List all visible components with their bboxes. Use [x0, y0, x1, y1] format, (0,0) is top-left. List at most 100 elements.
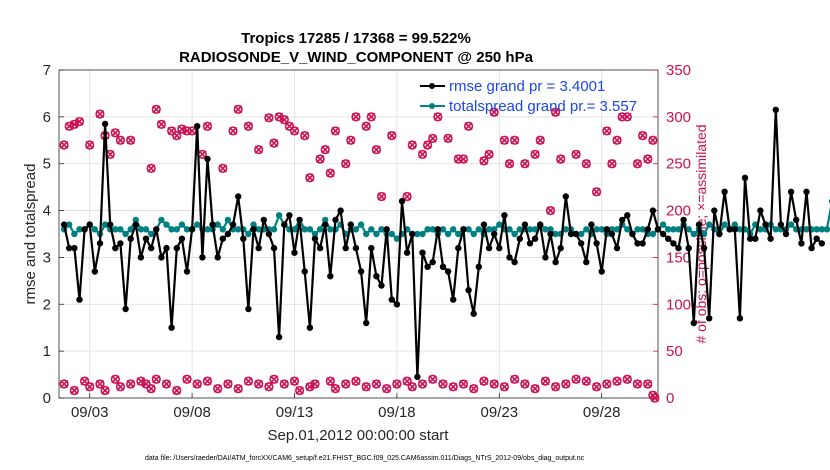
rmse-point	[337, 207, 344, 214]
obs-possible-marker	[602, 379, 612, 389]
totalspread-point	[624, 226, 631, 233]
obs-assimilated-marker	[633, 379, 642, 389]
obs-assimilated-marker	[408, 382, 417, 391]
obs-assimilated-marker	[433, 112, 442, 121]
obs-count-point	[371, 379, 382, 389]
obs-count-point	[202, 376, 213, 386]
obs-count-point	[233, 104, 243, 114]
obs-assimilated-marker	[418, 150, 427, 159]
totalspread-point	[787, 221, 795, 228]
obs-possible-marker	[233, 384, 243, 394]
obs-possible-marker	[289, 126, 300, 136]
obs-assimilated-marker	[331, 384, 340, 393]
rmse-point	[690, 319, 697, 327]
obs-possible-marker	[126, 379, 136, 389]
obs-possible-marker	[530, 149, 540, 159]
totalspread-point	[250, 221, 257, 228]
rmse-point	[511, 258, 518, 266]
obs-count-point	[85, 140, 95, 150]
obs-possible-marker	[351, 112, 361, 122]
obs-possible-marker	[284, 121, 294, 131]
obs-count-point	[402, 191, 412, 202]
rmse-point	[142, 235, 150, 242]
rmse-point	[675, 244, 682, 252]
obs-assimilated-marker	[280, 115, 289, 124]
totalspread-point	[163, 221, 170, 228]
obs-assimilated-marker	[531, 384, 540, 393]
obs-possible-marker	[479, 376, 489, 386]
totalspread-point	[194, 221, 201, 228]
obs-possible-marker	[520, 379, 530, 389]
obs-possible-marker	[571, 149, 581, 159]
totalspread-point	[137, 226, 145, 233]
totalspread-point	[419, 230, 426, 238]
totalspread-point	[659, 221, 667, 228]
rmse-point	[122, 305, 129, 313]
obs-count-point	[126, 135, 136, 145]
obs-assimilated-marker	[387, 131, 396, 140]
obs-possible-marker	[182, 126, 192, 136]
totalspread-point	[122, 230, 129, 238]
obs-possible-marker	[233, 104, 243, 114]
rmse-point	[787, 188, 795, 195]
rmse-point	[726, 226, 733, 233]
totalspread-point	[598, 226, 605, 233]
obs-possible-marker	[330, 126, 341, 136]
obs-possible-marker	[612, 376, 622, 386]
obs-assimilated-marker	[479, 377, 488, 386]
obs-count-point	[218, 163, 228, 173]
obs-count-point	[110, 374, 120, 384]
obs-count-point	[161, 379, 172, 389]
obs-possible-marker	[433, 112, 443, 122]
obs-possible-marker	[376, 191, 387, 202]
rmse-point	[352, 244, 360, 252]
rmse-point	[163, 244, 170, 252]
obs-count-point	[59, 379, 69, 389]
obs-count-point	[325, 168, 335, 178]
obs-count-point	[330, 384, 341, 394]
obs-assimilated-marker	[326, 377, 335, 386]
left-axis: 0 1 2 3 4 5 6 7	[43, 62, 64, 407]
obs-assimilated-marker	[290, 126, 299, 135]
totalspread-point	[127, 226, 134, 233]
obs-possible-marker	[223, 379, 233, 389]
obs-possible-marker	[167, 126, 177, 136]
y2-tick-label: 0	[666, 390, 674, 407]
obs-assimilated-marker	[326, 169, 335, 178]
obs-possible-marker	[341, 159, 351, 169]
totalspread-point	[255, 226, 262, 233]
y-tick-label: 5	[43, 156, 51, 173]
rmse-point	[803, 188, 810, 195]
rmse-point	[598, 268, 605, 275]
rmse-point	[419, 249, 426, 256]
totalspread-point	[91, 226, 99, 233]
obs-possible-marker	[382, 384, 392, 394]
rmse-point	[654, 226, 662, 233]
rmse-point	[501, 212, 508, 219]
obs-possible-marker	[591, 382, 602, 392]
obs-count-point	[254, 145, 264, 155]
totalspread-point	[608, 226, 616, 233]
obs-count-point	[325, 376, 335, 386]
obs-assimilated-marker	[244, 122, 253, 131]
x-tick-label: 09/18	[378, 404, 416, 421]
obs-assimilated-marker	[561, 379, 570, 389]
obs-count-point	[341, 379, 351, 389]
totalspread-point	[112, 226, 119, 233]
obs-possible-marker	[243, 121, 254, 131]
obs-assimilated-marker	[650, 393, 659, 403]
rmse-point	[475, 263, 482, 270]
obs-possible-marker	[218, 163, 228, 173]
totalspread-point	[388, 230, 395, 238]
obs-count-point	[182, 374, 192, 384]
obs-possible-marker	[305, 173, 315, 183]
obs-possible-marker	[612, 135, 622, 145]
obs-possible-marker	[95, 379, 105, 389]
rmse-point	[537, 221, 544, 228]
rmse-point	[798, 240, 805, 247]
obs-assimilated-marker	[582, 159, 591, 168]
totalspread-point	[301, 226, 308, 233]
obs-assimilated-marker	[551, 108, 560, 117]
obs-possible-marker	[617, 112, 627, 122]
obs-count-point	[69, 385, 79, 396]
